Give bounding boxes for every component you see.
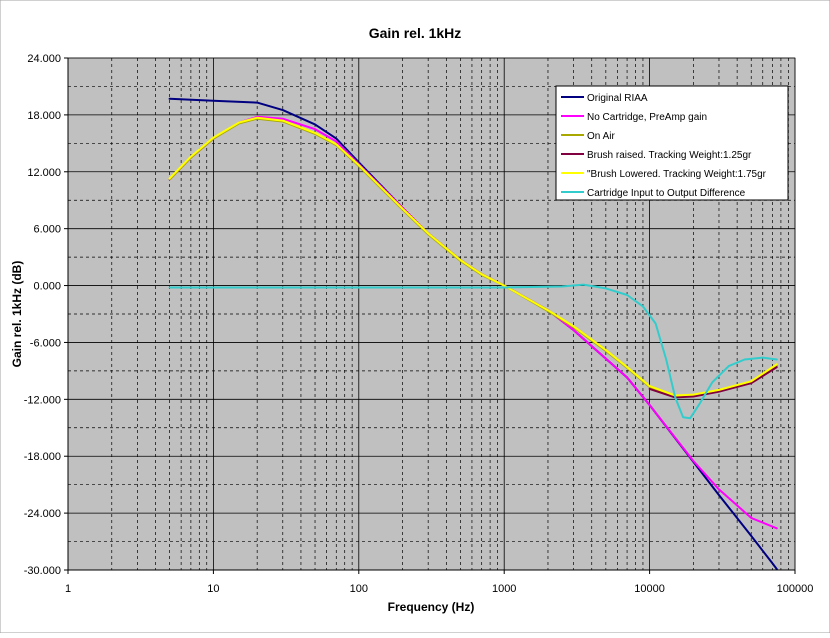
y-tick-label: 18.000 [27,110,61,122]
series-line-5 [168,283,778,420]
y-tick-label: 24.000 [27,53,61,65]
x-axis-label: Frequency (Hz) [388,600,475,614]
x-tick-label: 1 [65,583,71,595]
x-tick-label: 100000 [777,583,814,595]
y-tick-label: -24.000 [24,508,61,520]
y-tick-label: 0.000 [33,281,61,293]
x-tick-label: 10 [207,583,219,595]
legend-items: Original RIAA No Cartridge, PreAmp gain On… [561,93,767,199]
y-axis-label: Gain rel. 1kHz (dB) [10,261,24,368]
y-tick-label: -6.000 [30,337,61,349]
x-tick-label: 10000 [634,583,665,595]
legend-label-3: Brush raised. Tracking Weight:1.25gr [587,150,752,161]
series-lines [168,97,778,571]
x-tick-label: 1000 [492,583,516,595]
legend: Original RIAA No Cartridge, PreAmp gain On… [555,85,789,201]
y-tick-label: 12.000 [27,167,61,179]
y-tick-label: -30.000 [24,565,61,577]
axes: 24.000 18.000 12.000 6.000 0.000 -6.000 -12.00… [24,53,814,595]
y-tick-label: 6.000 [33,224,61,236]
legend-label-1: No Cartridge, PreAmp gain [587,112,707,123]
legend-label-5: Cartridge Input to Output Difference [587,188,746,199]
legend-label-0: Original RIAA [587,93,648,104]
chart-title: Gain rel. 1kHz [369,25,462,41]
legend-label-2: On Air [587,131,615,142]
series-line-4 [168,116,778,397]
legend-box [555,85,789,201]
y-tick-label: -12.000 [24,394,61,406]
y-tick-label: -18.000 [24,451,61,463]
legend-label-4: "Brush Lowered. Tracking Weight:1.75gr [587,169,767,180]
x-tick-label: 100 [350,583,368,595]
